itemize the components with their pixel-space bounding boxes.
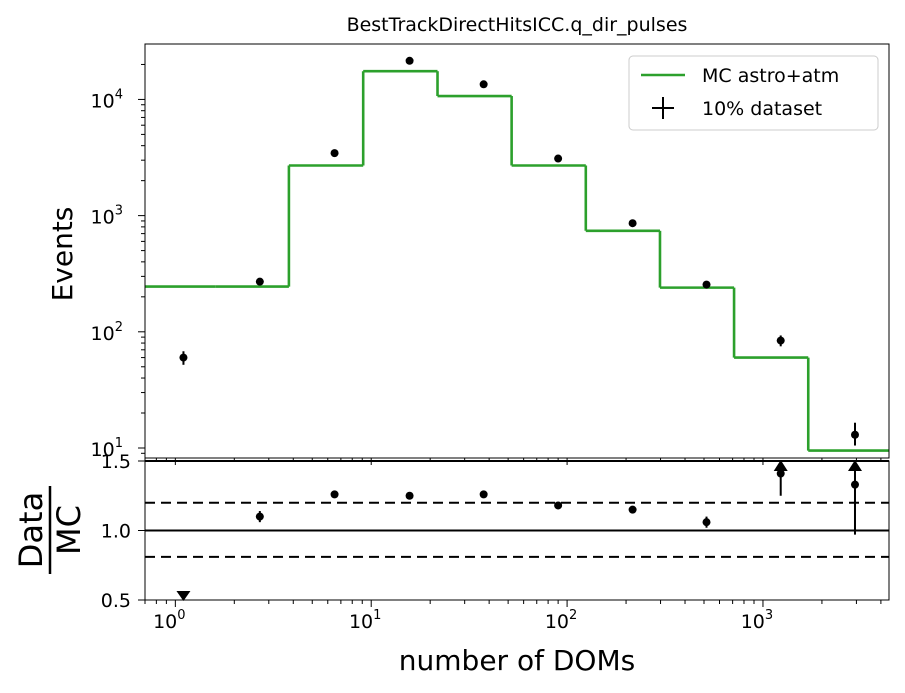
legend-data-swatch	[652, 97, 674, 119]
events-axis-label: Events	[46, 207, 79, 302]
x-axis-label: number of DOMs	[399, 644, 635, 677]
data-point-9	[850, 430, 859, 439]
data-point-4	[479, 80, 488, 89]
events-panel-frame	[144, 43, 890, 459]
ratio-extra-point-1	[850, 480, 859, 489]
data-point-2	[330, 149, 339, 158]
data-point-8	[776, 336, 785, 345]
data-point-7	[702, 280, 711, 289]
ratio-point-1	[330, 490, 339, 499]
ratio-axis-label: Data MC	[12, 486, 88, 574]
ratio-offscale-arrow-0	[176, 591, 191, 601]
ratio-label-denominator: MC	[50, 505, 88, 555]
ratio-point-6	[702, 518, 711, 527]
ratio-offscale-arrow-1	[773, 460, 788, 471]
ratio-y-tick-label-1: 1.0	[101, 521, 131, 543]
ratio-panel-frame	[144, 460, 890, 601]
data-point-3	[405, 56, 414, 65]
ratio-point-2	[405, 491, 414, 500]
data-point-5	[554, 154, 563, 163]
legend-mc-label: MC astro+atm	[702, 65, 839, 87]
ratio-point-0	[255, 512, 264, 521]
data-point-0	[179, 353, 188, 362]
ratio-extra-point-0	[776, 469, 785, 478]
legend: MC astro+atm 10% dataset	[628, 55, 879, 131]
ratio-point-3	[479, 490, 488, 499]
legend-box	[628, 55, 879, 131]
data-point-6	[628, 219, 637, 228]
ratio-y-tick-label-2: 1.5	[101, 451, 131, 473]
ratio-label-numerator: Data	[12, 492, 50, 568]
ratio-point-4	[554, 501, 563, 510]
ratio-point-5	[628, 505, 637, 514]
ratio-y-tick-label-0: 0.5	[101, 590, 131, 612]
data-point-1	[255, 277, 264, 286]
ratio-offscale-arrow-2	[847, 460, 862, 471]
x-tick-label-3: 103	[741, 608, 773, 633]
legend-data-label: 10% dataset	[702, 98, 822, 120]
chart-title: BestTrackDirectHitsICC.q_dir_pulses	[347, 14, 688, 36]
